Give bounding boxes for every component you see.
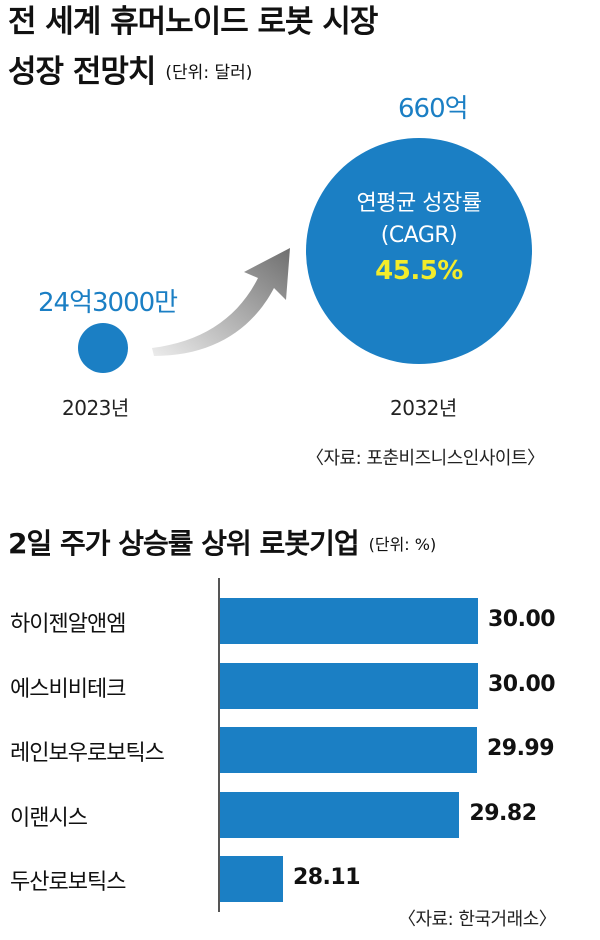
cagr-label-line2: (CAGR) [380,223,458,248]
bar [220,662,478,709]
market-title-line1: 전 세계 휴머노이드 로봇 시장 [8,4,378,40]
bar [220,791,460,838]
market-source: 〈자료: 포춘비즈니스인사이트〉 [306,448,545,469]
market-title-line2: 성장 전망치 (단위: 달러) [8,52,252,93]
bar [220,856,283,902]
bar-value-label: 29.82 [469,800,537,826]
ranking-title-text: 2일 주가 상승률 상위 로봇기업 [8,527,360,560]
ranking-title: 2일 주가 상승률 상위 로봇기업 (단위: %) [8,526,436,563]
bar-category-label: 이랜시스 [10,805,88,831]
ranking-unit: (단위: %) [368,535,437,554]
end-year-label: 2032년 [390,396,457,420]
bar-category-label: 두산로보틱스 [10,870,126,895]
market-title-text: 성장 전망치 [8,54,156,90]
bar-category-label: 에스비비테크 [10,676,126,702]
cagr-value: 45.5% [375,256,463,286]
bar-value-label: 30.00 [488,607,556,632]
start-value-label: 24억3000만 [38,288,178,318]
market-unit: (단위: 달러) [165,63,253,83]
bar-value-label: 30.00 [488,671,556,697]
bar [220,598,478,644]
bar-value-label: 29.99 [486,736,555,761]
bar-category-label: 하이젠알앤엠 [10,612,126,637]
bar-category-label: 레인보우로보틱스 [10,741,165,766]
cagr-circle: 연평균 성장률 (CAGR) 45.5% [306,138,532,364]
start-year-label: 2023년 [62,396,129,420]
ranking-source: 〈자료: 한국거래소〉 [398,909,557,930]
bar-chart-axis [218,578,220,912]
start-value-dot [78,323,128,373]
end-value-label: 660억 [398,94,469,124]
growth-arrow-icon [152,248,290,356]
bar-value-label: 28.11 [292,865,361,890]
bar [220,727,477,773]
cagr-label-line1: 연평균 성장률 [356,191,482,216]
